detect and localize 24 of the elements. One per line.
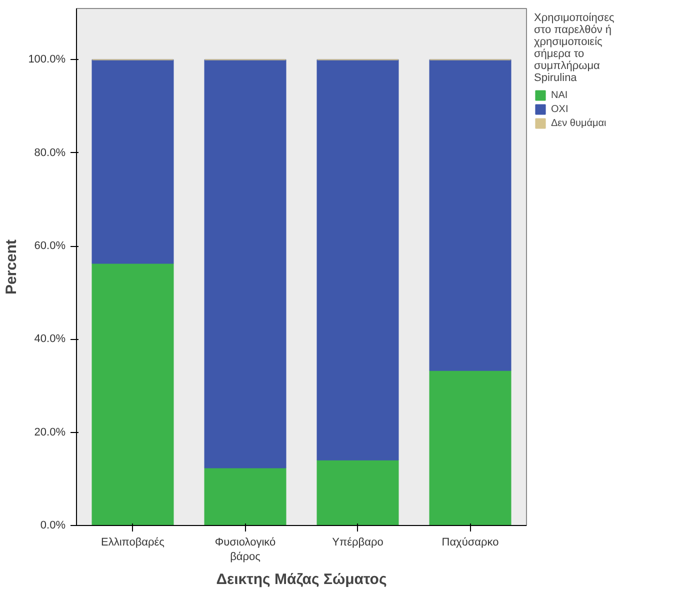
bar [429,370,512,526]
x-tick-label: Παχύσαρκο [442,536,499,548]
bar [204,467,286,526]
bar [429,59,512,371]
legend-label: ΝΑΙ [551,90,569,100]
y-tick-label: 100.0% [28,54,66,66]
y-tick-label: 60.0% [34,240,66,252]
y-tick-label: 20.0% [34,426,66,438]
y-tick-label: 0.0% [40,520,66,532]
x-tick-label: Ελλιποβαρές [101,536,164,548]
x-tick-label: Φυσιολογικό βάρος [214,536,276,563]
bar [316,59,399,460]
x-axis-title: Δεικτης Μάζας Σώματος [216,570,387,588]
y-tick-label: 40.0% [34,333,66,346]
legend-title: Χρησιμοποίησες στο παρελθόν ή χρησιμοποιείς σήμερα το συμπλήρωμα Spirulina [534,12,614,84]
bar [204,59,286,468]
y-tick-label: 80.0% [34,146,66,159]
y-axis-title: Percent [3,239,20,295]
bar [92,262,174,526]
bar [92,59,174,264]
bar [316,459,399,526]
legend-label: ΟΧΙ [551,104,570,114]
legend-label: Δεν θυμάμαι [551,118,606,128]
x-tick-label: Υπέρβαρο [332,536,384,548]
